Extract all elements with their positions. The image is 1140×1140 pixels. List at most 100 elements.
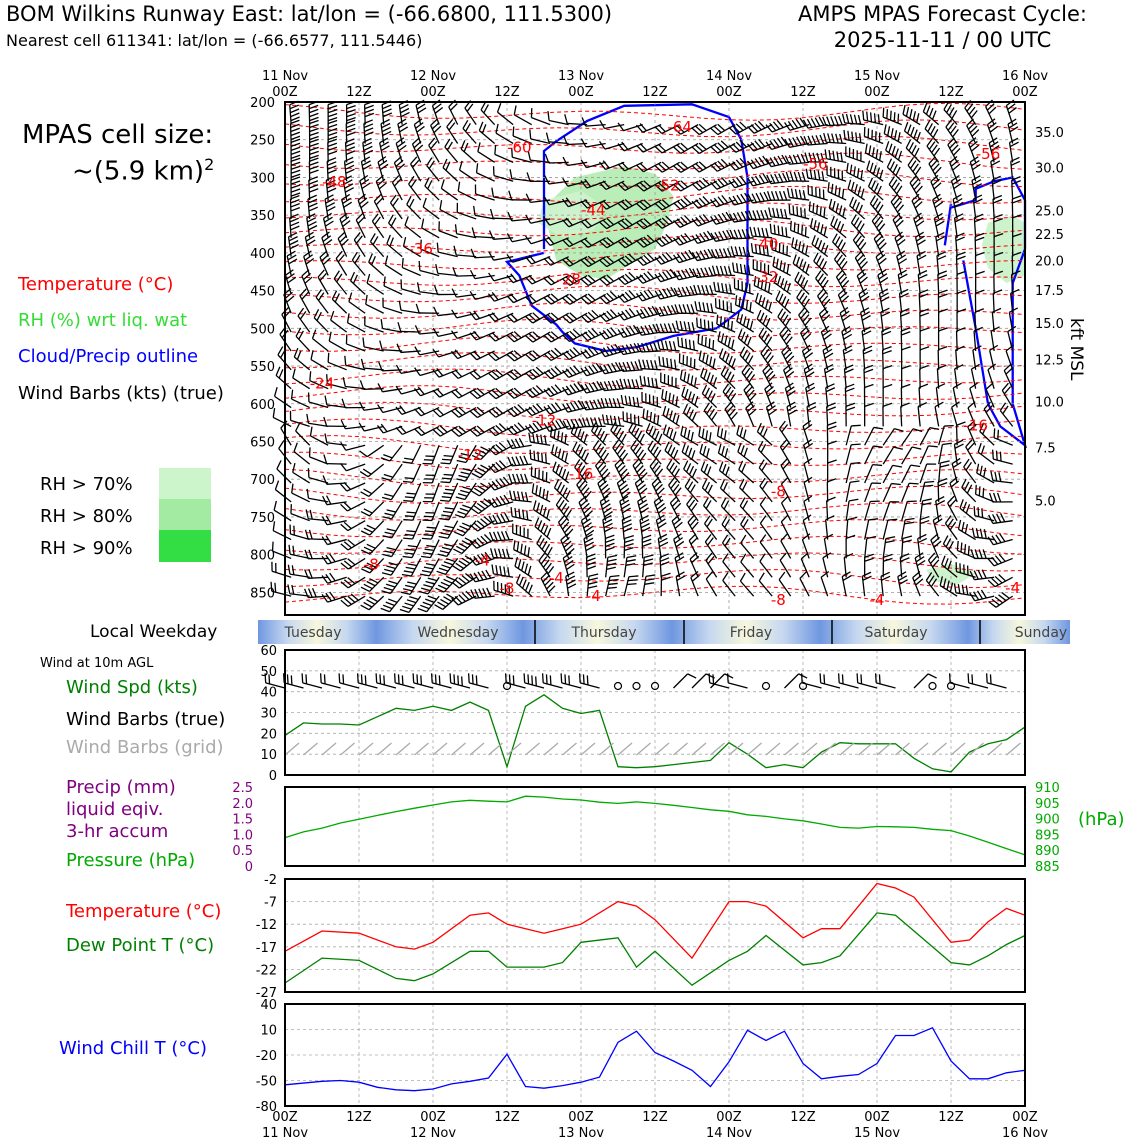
upper-wind-barb <box>883 553 893 558</box>
upper-wind-barb <box>761 227 765 238</box>
upper-wind-barb <box>441 496 452 499</box>
upper-wind-barb <box>723 430 727 440</box>
upper-wind-barb <box>917 239 926 246</box>
upper-wind-barb <box>599 202 607 210</box>
upper-wind-barb <box>325 515 332 525</box>
upper-wind-barb <box>801 295 808 305</box>
upper-wind-barb <box>419 291 440 296</box>
upper-wind-barb <box>517 491 521 501</box>
upper-wind-barb <box>544 578 552 586</box>
upper-wind-barb <box>685 463 692 473</box>
upper-wind-barb <box>727 337 732 347</box>
upper-wind-barb <box>643 307 651 317</box>
upper-wind-barb <box>519 455 525 466</box>
upper-wind-barb <box>968 137 977 145</box>
upper-wind-barb <box>487 293 495 302</box>
upper-wind-barb <box>584 525 594 533</box>
upper-wind-barb <box>562 239 570 248</box>
upper-wind-barb <box>844 368 854 374</box>
upper-wind-barb <box>684 233 692 242</box>
upper-wind-barb <box>885 141 890 151</box>
upper-wind-barb <box>298 330 304 340</box>
upper-wind-barb <box>740 445 745 455</box>
upper-wind-barb <box>631 425 637 435</box>
upper-wind-barb <box>708 432 712 442</box>
upper-wind-barb <box>620 468 628 477</box>
upper-wind-barb <box>388 580 398 585</box>
sfc-wind-barb-true <box>927 673 937 679</box>
upper-wind-barb <box>566 563 575 571</box>
upper-wind-barb <box>741 364 749 373</box>
upper-wind-barb <box>800 552 809 560</box>
upper-wind-barb <box>469 269 476 279</box>
upper-wind-barb <box>452 267 457 277</box>
upper-wind-barb <box>768 207 772 217</box>
upper-wind-barb <box>857 114 862 125</box>
upper-wind-barb <box>793 222 796 232</box>
upper-wind-barb <box>603 518 613 525</box>
upper-wind-barb <box>732 262 735 273</box>
upper-wind-barb <box>759 425 765 435</box>
upper-wind-barb <box>991 535 998 545</box>
isotherm-label: -52 <box>655 177 680 195</box>
upper-wind-barb <box>800 310 808 319</box>
upper-wind-barb <box>384 493 394 498</box>
upper-wind-barb <box>815 270 822 279</box>
upper-wind-barb <box>766 191 772 201</box>
upper-wind-barb <box>308 477 329 484</box>
upper-wind-barb <box>736 194 743 204</box>
upper-wind-barb <box>384 531 395 536</box>
upper-wind-barb <box>681 442 686 453</box>
upper-wind-barb <box>671 323 677 333</box>
upper-wind-barb <box>334 293 340 303</box>
upper-wind-barb <box>726 405 734 414</box>
upper-wind-barb <box>325 592 332 602</box>
upper-wind-barb <box>381 496 392 501</box>
upper-wind-barb <box>588 581 598 585</box>
sfc-wind-barb-true <box>549 675 552 685</box>
bottom-date-label: 16 Nov <box>1002 1126 1048 1140</box>
upper-wind-barb <box>826 500 829 521</box>
upper-wind-barb <box>784 155 790 165</box>
upper-wind-barb <box>591 422 597 432</box>
upper-wind-barb <box>795 118 803 128</box>
upper-wind-barb <box>584 199 592 207</box>
upper-wind-barb <box>769 140 776 149</box>
upper-wind-barb <box>438 350 458 358</box>
sfc-wind-barb-true <box>319 673 322 683</box>
upper-wind-barb <box>539 504 544 515</box>
upper-wind-barb <box>773 138 780 148</box>
upper-wind-barb <box>758 572 765 582</box>
upper-wind-barb <box>291 584 295 595</box>
upper-wind-barb <box>570 419 576 429</box>
upper-wind-barb <box>378 159 388 167</box>
upper-wind-barb <box>695 181 703 189</box>
upper-wind-barb <box>998 594 1007 602</box>
upper-wind-barb <box>495 406 504 414</box>
upper-wind-barb <box>801 539 810 559</box>
upper-wind-barb <box>639 201 648 209</box>
upper-wind-barb <box>635 379 640 389</box>
upper-wind-barb <box>822 116 827 126</box>
upper-wind-barb <box>339 235 348 243</box>
upper-wind-barb <box>745 386 753 394</box>
upper-wind-barb <box>546 546 553 556</box>
upper-wind-barb <box>532 368 541 377</box>
upper-wind-barb <box>406 530 416 533</box>
upper-wind-barb <box>907 124 912 134</box>
upper-wind-barb <box>621 487 630 495</box>
upper-wind-barb <box>309 188 319 193</box>
upper-wind-barb <box>637 342 642 353</box>
upper-wind-barb <box>971 527 975 538</box>
upper-wind-barb <box>757 277 760 288</box>
upper-wind-barb <box>987 558 995 567</box>
upper-wind-barb <box>607 558 617 563</box>
upper-wind-barb <box>673 468 681 478</box>
upper-wind-barb <box>901 327 911 332</box>
upper-wind-barb <box>937 270 947 275</box>
upper-wind-barb <box>595 458 603 467</box>
upper-wind-barb <box>566 579 576 585</box>
upper-wind-barb <box>640 518 650 525</box>
upper-wind-barb <box>690 502 698 512</box>
upper-wind-barb <box>942 578 947 588</box>
